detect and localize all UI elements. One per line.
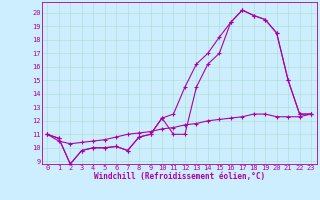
X-axis label: Windchill (Refroidissement éolien,°C): Windchill (Refroidissement éolien,°C)	[94, 172, 265, 181]
